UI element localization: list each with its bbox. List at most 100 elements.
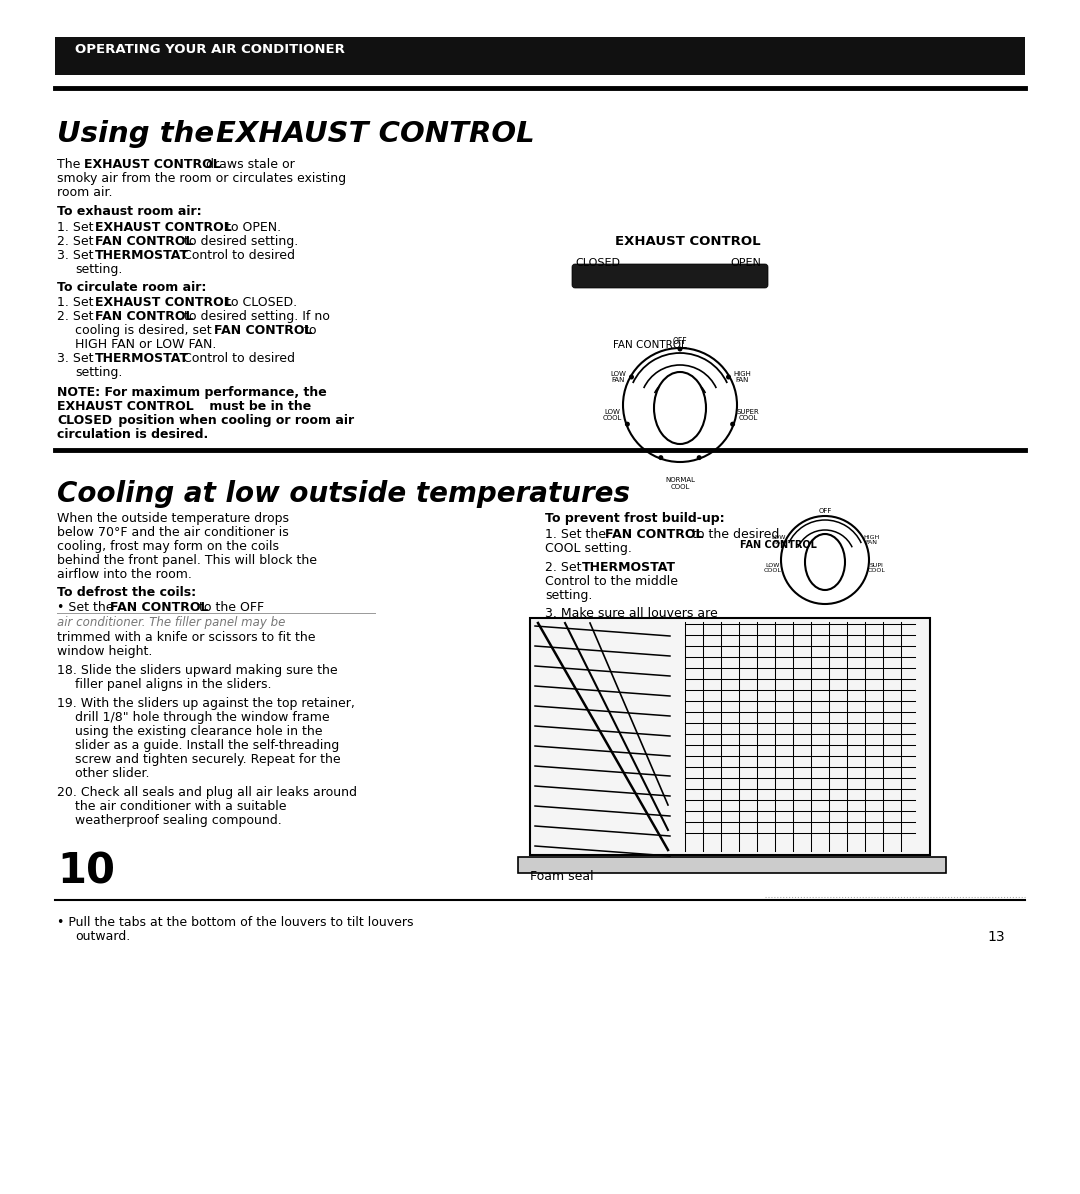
Text: 2. Set: 2. Set bbox=[545, 561, 585, 574]
Text: EXHAUST CONTROL: EXHAUST CONTROL bbox=[57, 400, 193, 413]
Text: FAN CONTROL: FAN CONTROL bbox=[605, 528, 703, 541]
Text: filler panel aligns in the sliders.: filler panel aligns in the sliders. bbox=[75, 678, 271, 691]
Text: to desired setting.: to desired setting. bbox=[180, 235, 298, 248]
Text: circulation is desired.: circulation is desired. bbox=[57, 427, 208, 441]
Text: EXHAUST CONTROL: EXHAUST CONTROL bbox=[95, 296, 232, 309]
Text: Control to desired: Control to desired bbox=[179, 352, 295, 365]
Text: cooling, frost may form on the coils: cooling, frost may form on the coils bbox=[57, 540, 279, 553]
Text: CLOSED: CLOSED bbox=[575, 258, 620, 267]
Text: draws stale or: draws stale or bbox=[202, 158, 295, 171]
Text: window height.: window height. bbox=[57, 645, 152, 658]
Circle shape bbox=[659, 455, 663, 460]
Text: outward.: outward. bbox=[75, 930, 131, 943]
Text: When the outside temperature drops: When the outside temperature drops bbox=[57, 512, 289, 525]
Text: FAN CONTROL: FAN CONTROL bbox=[110, 601, 208, 614]
Text: to the OFF: to the OFF bbox=[195, 601, 265, 614]
Circle shape bbox=[625, 421, 630, 426]
Text: THERMOSTAT: THERMOSTAT bbox=[95, 250, 189, 261]
Text: 2. Set: 2. Set bbox=[57, 310, 97, 324]
Circle shape bbox=[697, 455, 702, 460]
Text: SUPER
COOL: SUPER COOL bbox=[737, 408, 759, 421]
Bar bbox=[530, 618, 930, 855]
Text: 2. Set: 2. Set bbox=[57, 235, 97, 248]
Circle shape bbox=[726, 375, 731, 380]
Circle shape bbox=[677, 346, 683, 351]
Text: To defrost the coils:: To defrost the coils: bbox=[57, 586, 197, 599]
Bar bbox=[518, 857, 946, 873]
Text: to the desired: to the desired bbox=[688, 528, 780, 541]
Circle shape bbox=[730, 421, 735, 426]
Text: THERMOSTAT: THERMOSTAT bbox=[582, 561, 676, 574]
Text: Control to the middle: Control to the middle bbox=[545, 576, 678, 587]
Text: 10: 10 bbox=[57, 850, 114, 892]
Text: room air.: room air. bbox=[57, 186, 112, 199]
Ellipse shape bbox=[654, 373, 706, 444]
Text: slider as a guide. Install the self-threading: slider as a guide. Install the self-thre… bbox=[75, 739, 339, 752]
Text: weatherproof sealing compound.: weatherproof sealing compound. bbox=[75, 814, 282, 827]
Text: to CLOSED.: to CLOSED. bbox=[222, 296, 297, 309]
Text: other slider.: other slider. bbox=[75, 767, 149, 780]
Text: 18. Slide the sliders upward making sure the: 18. Slide the sliders upward making sure… bbox=[57, 664, 338, 677]
Text: EXHAUST CONTROL: EXHAUST CONTROL bbox=[615, 235, 760, 248]
Text: OFF: OFF bbox=[819, 507, 832, 513]
Text: Cooling at low outside temperatures: Cooling at low outside temperatures bbox=[57, 480, 630, 507]
Text: trimmed with a knife or scissors to fit the: trimmed with a knife or scissors to fit … bbox=[57, 630, 315, 644]
Bar bbox=[55, 37, 1025, 75]
Text: 1. Set: 1. Set bbox=[57, 296, 97, 309]
Text: FAN CONTROL: FAN CONTROL bbox=[95, 310, 193, 324]
Text: FAN CONTROL: FAN CONTROL bbox=[214, 324, 312, 337]
Text: SUPI
COOL: SUPI COOL bbox=[868, 562, 886, 573]
Text: to desired setting. If no: to desired setting. If no bbox=[180, 310, 329, 324]
Text: 20. Check all seals and plug all air leaks around: 20. Check all seals and plug all air lea… bbox=[57, 786, 357, 799]
Text: The: The bbox=[57, 158, 84, 171]
Text: cooling is desired, set: cooling is desired, set bbox=[75, 324, 216, 337]
Text: • Pull the tabs at the bottom of the louvers to tilt louvers: • Pull the tabs at the bottom of the lou… bbox=[57, 916, 414, 929]
Text: EXHAUST CONTROL: EXHAUST CONTROL bbox=[84, 158, 220, 171]
Text: HIGH FAN or LOW FAN.: HIGH FAN or LOW FAN. bbox=[75, 338, 216, 351]
Text: THERMOSTAT: THERMOSTAT bbox=[95, 352, 189, 365]
Text: smoky air from the room or circulates existing: smoky air from the room or circulates ex… bbox=[57, 172, 346, 185]
Circle shape bbox=[623, 347, 737, 462]
Text: OFF: OFF bbox=[673, 337, 687, 346]
Text: position when cooling or room air: position when cooling or room air bbox=[114, 414, 354, 427]
Text: 19. With the sliders up against the top retainer,: 19. With the sliders up against the top … bbox=[57, 697, 355, 710]
Text: below 70°F and the air conditioner is: below 70°F and the air conditioner is bbox=[57, 527, 288, 538]
Text: COOL setting.: COOL setting. bbox=[545, 542, 632, 555]
Text: HIGH
FAN: HIGH FAN bbox=[863, 535, 879, 546]
Text: behind the front panel. This will block the: behind the front panel. This will block … bbox=[57, 554, 318, 567]
Text: EXHAUST CONTROL: EXHAUST CONTROL bbox=[95, 221, 232, 234]
Text: • Set the: • Set the bbox=[57, 601, 118, 614]
Text: setting.: setting. bbox=[545, 589, 592, 602]
Text: 3. Set: 3. Set bbox=[57, 250, 97, 261]
Text: CLOSED: CLOSED bbox=[57, 414, 112, 427]
Text: FAN CONTROL: FAN CONTROL bbox=[740, 540, 816, 550]
Ellipse shape bbox=[805, 534, 845, 590]
Text: OPERATING YOUR AIR CONDITIONER: OPERATING YOUR AIR CONDITIONER bbox=[75, 43, 345, 56]
Text: 1. Set: 1. Set bbox=[57, 221, 97, 234]
Text: 13: 13 bbox=[987, 930, 1005, 944]
Text: HIGH
FAN: HIGH FAN bbox=[733, 370, 751, 383]
Text: LOW
COOL: LOW COOL bbox=[764, 562, 782, 573]
Text: Foam seal: Foam seal bbox=[530, 870, 594, 884]
Text: air conditioner. The filler panel may be: air conditioner. The filler panel may be bbox=[57, 616, 285, 629]
Text: 3. Make sure all louvers are: 3. Make sure all louvers are bbox=[545, 607, 718, 620]
Text: FAN CONTROL: FAN CONTROL bbox=[613, 340, 687, 350]
Circle shape bbox=[781, 516, 869, 604]
Text: To exhaust room air:: To exhaust room air: bbox=[57, 205, 202, 219]
Text: to: to bbox=[300, 324, 316, 337]
Text: setting.: setting. bbox=[75, 367, 122, 378]
Text: FAN CONTROL: FAN CONTROL bbox=[95, 235, 193, 248]
Text: OPEN: OPEN bbox=[730, 258, 761, 267]
Text: NORMAL
COOL: NORMAL COOL bbox=[665, 476, 696, 490]
Text: LOW
FAN: LOW FAN bbox=[772, 535, 786, 546]
Circle shape bbox=[629, 375, 634, 380]
Text: LOW
COOL: LOW COOL bbox=[603, 408, 622, 421]
Text: drill 1/8" hole through the window frame: drill 1/8" hole through the window frame bbox=[75, 710, 329, 724]
Text: LOW
FAN: LOW FAN bbox=[610, 370, 626, 383]
Text: using the existing clearance hole in the: using the existing clearance hole in the bbox=[75, 725, 323, 738]
Text: setting.: setting. bbox=[75, 263, 122, 276]
Text: must be in the: must be in the bbox=[205, 400, 311, 413]
Text: To circulate room air:: To circulate room air: bbox=[57, 281, 206, 294]
Text: NOTE: For maximum performance, the: NOTE: For maximum performance, the bbox=[57, 386, 327, 399]
Text: To prevent frost build-up:: To prevent frost build-up: bbox=[545, 512, 725, 525]
